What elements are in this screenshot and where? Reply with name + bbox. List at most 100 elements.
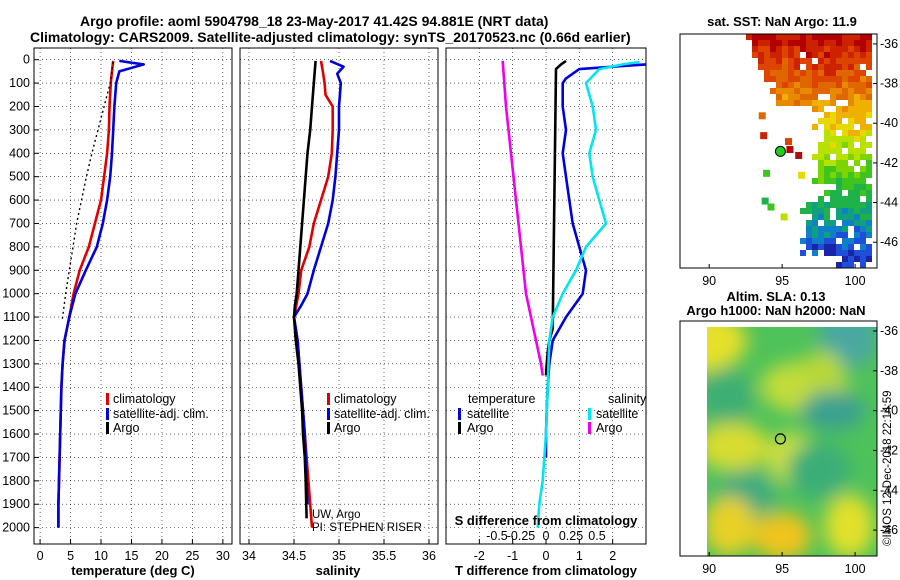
sst-cell [854,154,860,160]
sst-cell [794,58,800,64]
sst-cell [836,58,842,64]
x-tick-label: 25 [185,549,199,563]
sst-cell [866,100,872,106]
y-tick-label: 1300 [2,357,30,371]
sst-argo-marker [774,145,786,157]
sst-cell [830,250,836,256]
sst-cell [866,166,872,172]
sst-cell [818,82,824,88]
sst-cell [854,46,860,52]
y-tick-label: 300 [9,123,30,137]
sst-cell [806,88,812,94]
secondary-tick-label: -0.25 [507,529,536,543]
sst-cell [763,169,771,177]
sst-cell [758,64,764,70]
sst-cell [836,136,842,142]
t-difference-label: T difference from climatology [455,563,638,578]
sst-cell [800,238,806,244]
map-y-tick-label: -44 [880,196,898,210]
sst-cell [848,262,854,268]
sst-cell [824,52,830,58]
y-tick-label: 1400 [2,380,30,394]
sst-cell [830,196,836,202]
sst-cell [830,94,836,100]
sst-cell [866,142,872,148]
sst-cell [788,76,794,82]
sst-cell [800,250,806,256]
sst-cell [758,52,764,58]
series-argo [292,60,317,519]
sst-cell [860,220,866,226]
sst-cell [854,82,860,88]
sst-cell [866,214,872,220]
series-climatology [292,60,335,528]
y-tick-label: 2000 [2,521,30,535]
sst-cell [830,160,836,166]
sst-cell [836,112,842,118]
x-tick-label: 10 [94,549,108,563]
sst-cell [761,197,769,205]
sst-cell [836,172,842,178]
sst-cell [848,112,854,118]
credit-line-1: UW, Argo [312,509,361,521]
sst-cell [866,196,872,202]
sla-anomaly-blob [824,494,875,556]
sst-cell [770,88,776,94]
sst-cell [752,40,758,46]
sst-cell [860,52,866,58]
sst-cell [854,196,860,202]
sst-cell [812,178,818,184]
sst-cell [818,100,824,106]
sst-cell [818,208,824,214]
y-tick-label: 900 [9,263,30,277]
legend-t-argo: Argo [467,421,493,435]
sst-cell [812,226,818,232]
sst-cell [824,154,830,160]
sst-cell [836,64,842,70]
sst-cell [836,34,842,40]
sst-cell [818,166,824,172]
sst-cell [836,76,842,82]
sst-cell [764,34,770,40]
sst-cell [800,58,806,64]
sst-cell [806,220,812,226]
temperature-xlabel: temperature (deg C) [71,563,195,578]
salinity-xlabel: salinity [316,563,362,578]
sst-cell [866,232,872,238]
sst-cell [860,202,866,208]
series-satellite-adj-clim- [292,59,345,505]
sst-cell [824,118,830,124]
sst-cell [836,160,842,166]
sst-cell [848,166,854,172]
sst-cell [764,52,770,58]
secondary-tick-label: -0.5 [486,529,508,543]
sst-cell [788,64,794,70]
sst-cell [806,70,812,76]
sst-cell [848,94,854,100]
sst-cell [830,124,836,130]
sst-cell [830,34,836,40]
sst-cell [842,178,848,184]
sst-cell [806,208,812,214]
sst-cell [842,70,848,76]
sst-cell [806,58,812,64]
sst-cell [818,58,824,64]
sst-cell [812,64,818,70]
sst-cell [860,142,866,148]
sst-cell [818,232,824,238]
sst-cell [776,88,782,94]
sst-cell [866,208,872,214]
legend-swatch-argo [327,422,330,434]
sst-cell [848,130,854,136]
sst-cell [776,64,782,70]
sst-cell [812,88,818,94]
sst-cell [848,220,854,226]
sst-cell [866,106,872,112]
sst-frame [679,33,878,269]
sst-cell [794,76,800,82]
sst-cell [830,64,836,70]
sst-cell [800,100,806,106]
sst-cell [812,202,818,208]
sst-cell [812,46,818,52]
sst-cell [866,130,872,136]
